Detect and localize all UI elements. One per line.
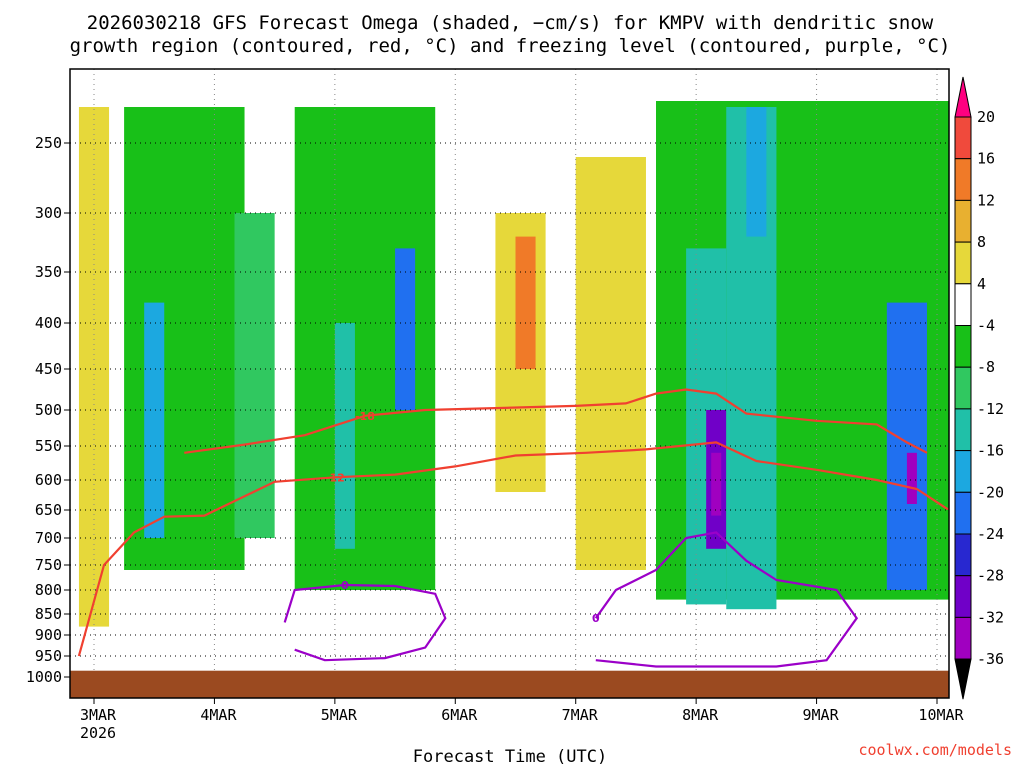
colorbar-label: 16 [977,150,995,168]
plot-frame [69,68,950,699]
terrain [70,670,949,698]
omega-cell [144,302,165,538]
y-tick-label: 1000 [26,668,62,686]
y-tick-label: 700 [35,529,62,547]
x-tick-year: 2026 [80,724,116,742]
colorbar-label: -12 [977,400,1004,418]
x-tick-label: 3MAR [80,706,117,724]
omega-shading [78,101,949,627]
colorbar-box [954,116,972,160]
colorbar-label: 20 [977,108,995,126]
colorbar-label: -4 [977,317,995,335]
omega-cell [234,213,275,538]
y-tick-label: 500 [35,401,62,419]
chart-title-line-1: 2026030218 GFS Forecast Omega (shaded, −… [87,12,934,34]
colorbar-label: -32 [977,608,1004,626]
colorbar-label: -20 [977,483,1004,501]
y-tick-label: 600 [35,471,62,489]
x-tick-label: 9MAR [803,706,840,724]
omega-cell [906,452,917,504]
red-contour-label: -12 [325,471,345,484]
purple-contour [283,583,447,662]
x-axis-label: Forecast Time (UTC) [413,747,607,767]
y-tick-label: 250 [35,134,62,152]
terrain-fill [70,670,949,698]
dendritic-growth-contours: -18 -12 [77,388,949,657]
y-axis-ticks: 250 300 350 400 450 500 550 600 650 700 750 800 850 9… [26,134,70,686]
colorbar: 20 16 12 8 4 -4 -8 -12 -16 -20 -24 -28 -32 -36 [954,76,1004,700]
red-contour [184,388,928,454]
omega-cell [575,157,646,570]
x-tick-label: 8MAR [682,706,719,724]
omega-cell [395,248,416,410]
x-tick-label: 10MAR [918,706,964,724]
red-contour-label: -18 [355,410,375,423]
colorbar-box [954,408,972,452]
colorbar-box [954,533,972,577]
colorbar-label: -36 [977,650,1004,668]
colorbar-box [954,366,972,410]
y-tick-label: 800 [35,581,62,599]
colorbar-label: -16 [977,442,1004,460]
plot-area: -18-12 00 [70,69,949,698]
chart-title-line-2: growth region (contoured, red, °C) and f… [70,35,951,57]
colorbar-box [954,241,972,285]
purple-contour [594,531,859,668]
colorbar-box [954,450,972,493]
colorbar-box [954,325,972,368]
y-tick-label: 750 [35,556,62,574]
colorbar-label: 4 [977,275,986,293]
omega-cell [334,323,355,549]
purple-contour-label: 0 [592,612,600,625]
colorbar-box [954,491,972,535]
omega-cell [515,236,536,369]
colorbar-box [954,158,972,201]
colorbar-box [954,616,972,660]
y-tick-label: 900 [35,626,62,644]
x-tick-label: 4MAR [200,706,237,724]
y-tick-label: 350 [35,263,62,281]
omega-cell [746,107,767,237]
colorbar-box [954,199,972,243]
purple-contour-label: 0 [341,579,349,592]
freezing-level-contours: 00 [283,531,859,668]
y-tick-label: 950 [35,647,62,665]
red-contour [77,441,949,657]
x-axis-ticks: 3MAR 4MAR 5MAR 6MAR 7MAR 8MAR 9MAR 10MAR 2026 [80,698,965,742]
credit-text: coolwx.com/models [858,741,1012,759]
x-tick-label: 5MAR [321,706,358,724]
y-tick-label: 400 [35,314,62,332]
colorbar-box [954,575,972,618]
colorbar-box [954,283,972,326]
colorbar-label: -28 [977,567,1004,585]
colorbar-top-arrow [954,76,972,118]
colorbar-label: -24 [977,525,1004,543]
colorbar-label: 12 [977,191,995,209]
x-tick-label: 7MAR [562,706,599,724]
y-tick-label: 550 [35,437,62,455]
y-tick-label: 450 [35,360,62,378]
colorbar-label: -8 [977,358,995,376]
y-tick-label: 850 [35,605,62,623]
y-tick-label: 650 [35,501,62,519]
omega-cell [711,452,722,516]
colorbar-bottom-arrow [954,658,972,700]
colorbar-label: 8 [977,233,986,251]
omega-cell [124,107,245,570]
x-tick-label: 6MAR [441,706,478,724]
y-tick-label: 300 [35,204,62,222]
